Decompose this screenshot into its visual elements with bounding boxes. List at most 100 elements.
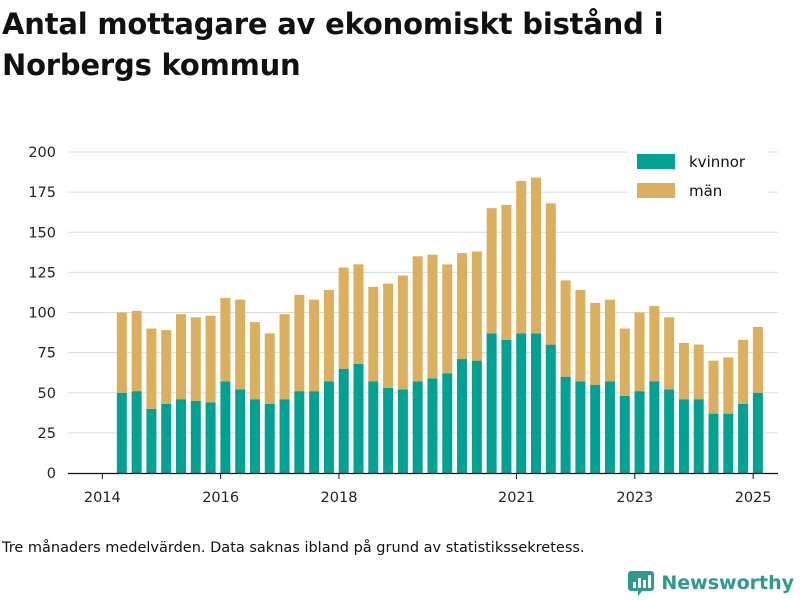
bar-kvinnor bbox=[531, 333, 542, 473]
bar-kvinnor bbox=[220, 381, 231, 473]
bar-män bbox=[531, 177, 542, 334]
bar-män bbox=[264, 333, 275, 404]
bar-män bbox=[161, 330, 172, 404]
brand-name: Newsworthy bbox=[661, 572, 794, 594]
bar-män bbox=[323, 290, 334, 382]
bar-män bbox=[176, 314, 187, 400]
footnote: Tre månaders medelvärden. Data saknas ib… bbox=[2, 540, 585, 556]
y-tick-label: 25 bbox=[38, 426, 56, 442]
bar-män bbox=[397, 275, 408, 390]
y-tick-label: 75 bbox=[38, 346, 56, 362]
bar-kvinnor bbox=[146, 408, 157, 473]
bar-kvinnor bbox=[190, 400, 201, 473]
bar-kvinnor bbox=[131, 391, 142, 473]
bars bbox=[116, 177, 763, 473]
bar-män bbox=[545, 203, 556, 345]
brand: Newsworthy bbox=[627, 569, 794, 597]
bar-män bbox=[190, 317, 201, 401]
bar-kvinnor bbox=[604, 381, 615, 473]
bar-kvinnor bbox=[590, 384, 601, 473]
bar-män bbox=[442, 264, 453, 374]
bar-kvinnor bbox=[619, 395, 630, 473]
bar-män bbox=[131, 310, 142, 392]
bar-kvinnor bbox=[545, 344, 556, 473]
bar-kvinnor bbox=[649, 381, 660, 473]
bar-män bbox=[427, 254, 438, 379]
legend-swatch-kvinnor bbox=[637, 154, 675, 169]
bar-kvinnor bbox=[723, 413, 734, 473]
bar-kvinnor bbox=[678, 399, 689, 473]
bar-kvinnor bbox=[516, 333, 527, 473]
bar-män bbox=[723, 357, 734, 414]
bar-män bbox=[649, 306, 660, 382]
bar-kvinnor bbox=[249, 399, 260, 473]
bar-kvinnor bbox=[634, 391, 645, 473]
bar-män bbox=[634, 312, 645, 392]
bar-kvinnor bbox=[161, 403, 172, 473]
chart-title: Antal mottagare av ekonomiskt bistånd i … bbox=[2, 7, 664, 82]
bar-kvinnor bbox=[486, 333, 497, 473]
legend-label-kvinnor: kvinnor bbox=[689, 153, 746, 171]
x-tick-label: 2023 bbox=[616, 490, 653, 506]
bar-män bbox=[664, 317, 675, 390]
bar-män bbox=[309, 299, 320, 392]
bar-män bbox=[383, 283, 394, 388]
bar-kvinnor bbox=[412, 381, 423, 473]
y-tick-label: 0 bbox=[47, 466, 56, 482]
bar-kvinnor bbox=[116, 392, 127, 473]
bar-män bbox=[560, 280, 571, 377]
bar-män bbox=[471, 251, 482, 361]
bar-män bbox=[294, 294, 305, 392]
bar-kvinnor bbox=[323, 381, 334, 473]
bar-män bbox=[575, 290, 586, 382]
bar-män bbox=[486, 208, 497, 334]
bar-män bbox=[205, 315, 216, 403]
y-tick-label: 100 bbox=[28, 306, 56, 322]
bar-män bbox=[235, 299, 246, 390]
y-tick-label: 150 bbox=[28, 225, 56, 241]
bar-kvinnor bbox=[279, 399, 290, 473]
bar-kvinnor bbox=[501, 339, 512, 473]
bar-kvinnor bbox=[738, 403, 749, 473]
legend: kvinnor män bbox=[628, 145, 768, 207]
bar-män bbox=[693, 344, 704, 400]
bar-män bbox=[752, 326, 763, 393]
bar-kvinnor bbox=[693, 399, 704, 473]
y-tick-label: 200 bbox=[28, 145, 56, 161]
bar-kvinnor bbox=[560, 376, 571, 473]
x-tick-label: 2025 bbox=[735, 490, 772, 506]
bar-män bbox=[516, 180, 527, 334]
bar-kvinnor bbox=[397, 389, 408, 473]
bar-kvinnor bbox=[235, 389, 246, 473]
bar-kvinnor bbox=[368, 381, 379, 473]
bar-män bbox=[604, 299, 615, 382]
y-tick-label: 125 bbox=[28, 265, 56, 281]
bar-män bbox=[590, 302, 601, 385]
bar-män bbox=[501, 204, 512, 340]
legend-label-män: män bbox=[689, 182, 722, 200]
x-tick-label: 2014 bbox=[84, 490, 121, 506]
bar-kvinnor bbox=[664, 389, 675, 473]
bar-kvinnor bbox=[427, 378, 438, 473]
bar-män bbox=[678, 342, 689, 400]
bar-kvinnor bbox=[471, 360, 482, 473]
bar-kvinnor bbox=[752, 392, 763, 473]
legend-swatch-män bbox=[637, 183, 675, 198]
bar-kvinnor bbox=[294, 391, 305, 473]
bar-män bbox=[412, 256, 423, 382]
bar-män bbox=[220, 298, 231, 382]
y-axis-ticks: 0 25 50 75 100 125 150 175 200 bbox=[28, 145, 56, 482]
bar-kvinnor bbox=[176, 399, 187, 473]
bar-män bbox=[353, 264, 364, 364]
x-tick-label: 2016 bbox=[202, 490, 239, 506]
bar-män bbox=[249, 322, 260, 400]
bar-män bbox=[619, 328, 630, 396]
x-tick-label: 2021 bbox=[498, 490, 535, 506]
bar-män bbox=[368, 286, 379, 382]
bar-män bbox=[116, 312, 127, 393]
bar-kvinnor bbox=[205, 402, 216, 473]
y-tick-label: 175 bbox=[28, 185, 56, 201]
bar-kvinnor bbox=[575, 381, 586, 473]
bar-kvinnor bbox=[457, 359, 468, 473]
x-axis: 2014 2016 2018 2021 2023 2025 bbox=[68, 472, 778, 506]
